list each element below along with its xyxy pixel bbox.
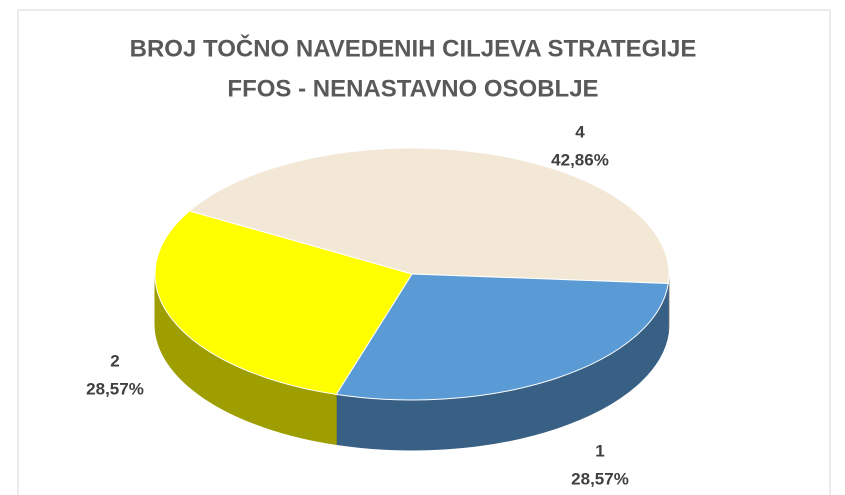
slice (154, 210, 413, 395)
slice (335, 273, 669, 401)
slice-value-label: 42,86% (551, 150, 609, 169)
chart-title: BROJ TOČNO NAVEDENIH CILJEVA STRATEGIJE (130, 34, 697, 62)
slice (188, 147, 670, 284)
slice-value-label: 28,57% (571, 469, 629, 488)
chart-title: FFOS - NENASTAVNO OSOBLJE (227, 75, 598, 102)
slice-value-label: 28,57% (86, 379, 144, 398)
slice-label: 2 (110, 351, 119, 370)
slice-label: 4 (575, 122, 585, 141)
slice-label: 1 (595, 441, 604, 460)
